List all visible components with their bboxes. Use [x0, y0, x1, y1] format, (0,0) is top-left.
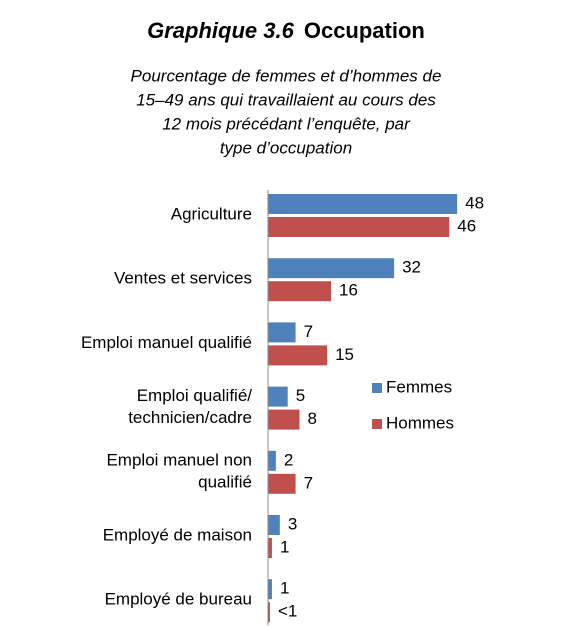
- subtitle-line: 15–49 ans qui travaillaient au cours des: [136, 90, 436, 109]
- data-label: 1: [280, 537, 289, 556]
- y-tick-label: Employé de bureau: [105, 590, 252, 609]
- legend-swatch: [372, 419, 382, 429]
- y-tick-label: Ventes et services: [114, 269, 252, 288]
- data-label: 32: [402, 258, 421, 277]
- data-label: 1: [280, 579, 289, 598]
- data-label: 2: [284, 450, 293, 469]
- subtitle-line: Pourcentage de femmes et d’hommes de: [131, 66, 442, 85]
- data-label: 46: [457, 216, 476, 235]
- bar: [268, 602, 270, 623]
- bar: [268, 579, 272, 600]
- y-tick-label: Agriculture: [171, 204, 252, 223]
- data-label: 15: [335, 345, 354, 364]
- legend-label: Hommes: [386, 413, 454, 432]
- data-label: 5: [296, 386, 305, 405]
- y-tick-label: Emploi manuel non: [106, 450, 252, 469]
- bar: [268, 409, 300, 430]
- data-label: 8: [308, 409, 317, 428]
- data-label: 7: [304, 322, 313, 341]
- bar: [268, 473, 296, 494]
- y-tick-label: Emploi qualifié/: [137, 386, 253, 405]
- bar: [268, 281, 332, 302]
- bar: [268, 450, 276, 471]
- bar: [268, 386, 288, 407]
- legend-label: Femmes: [386, 377, 452, 396]
- chart-title-prefix: Graphique 3.6: [147, 18, 294, 43]
- bar: [268, 515, 280, 535]
- data-label: 3: [288, 514, 297, 533]
- bar: [268, 217, 450, 237]
- subtitle-line: type d’occupation: [220, 138, 352, 157]
- chart-title-group: Graphique 3.6 Occupation: [147, 18, 425, 43]
- data-label: <1: [278, 602, 297, 621]
- bar: [268, 194, 458, 214]
- y-tick-label: technicien/cadre: [128, 408, 252, 427]
- bar: [268, 538, 272, 558]
- y-tick-label: qualifié: [198, 472, 252, 491]
- data-label: 16: [339, 281, 358, 300]
- y-tick-label: Employé de maison: [103, 525, 252, 544]
- subtitle-line: 12 mois précédant l’enquête, par: [162, 114, 411, 133]
- data-label: 48: [465, 193, 484, 212]
- legend-swatch: [372, 383, 382, 393]
- chart-title: Occupation: [304, 18, 425, 43]
- bar: [268, 322, 296, 343]
- bar: [268, 258, 395, 279]
- data-label: 7: [304, 473, 313, 492]
- y-tick-label: Emploi manuel qualifié: [81, 333, 252, 352]
- bar: [268, 345, 328, 366]
